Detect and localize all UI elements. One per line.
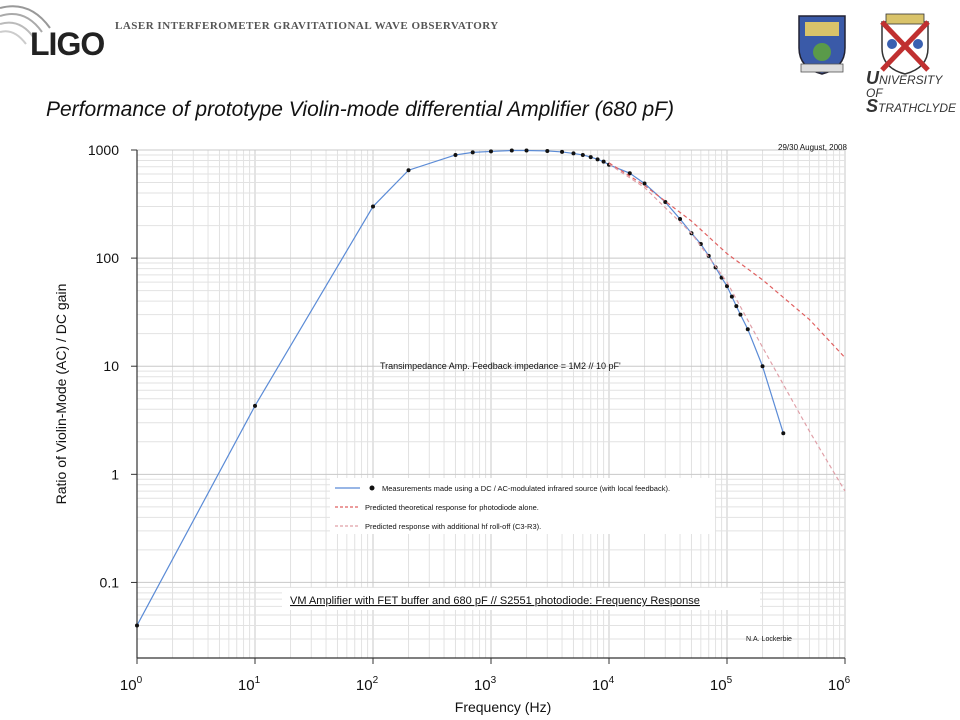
legend-box	[330, 478, 715, 534]
data-point	[725, 284, 729, 289]
ligo-logo-text: LIGO	[30, 26, 105, 62]
data-point	[524, 148, 529, 153]
data-point	[760, 364, 765, 369]
university-line-1: NIVERSITY OF	[866, 73, 943, 100]
data-point	[595, 157, 600, 162]
data-point	[545, 148, 550, 153]
legend-entry-2: Predicted theoretical response for photo…	[365, 503, 539, 512]
university-name: UNIVERSITY OF STRATHCLYDE	[866, 69, 960, 116]
axes: 100 101 102 103 104 105 106 0.1 1 10 100 1000 Freque…	[53, 142, 851, 715]
strathclyde-crest-icon	[880, 13, 930, 75]
x-axis-label: Frequency (Hz)	[455, 699, 551, 715]
series-line-1	[136, 149, 784, 626]
x-tick-label: 105	[710, 675, 733, 694]
data-point	[713, 265, 718, 270]
data-point	[663, 200, 668, 205]
university-initial-s: S	[866, 96, 879, 116]
annotations: 29/30 August, 2008 Transimpedance Amp. Fe…	[282, 143, 848, 643]
y-tick-label: 10	[103, 358, 119, 374]
feedback-annotation: Transimpedance Amp. Feedback impedance =…	[380, 361, 621, 371]
x-tick-label: 104	[592, 675, 615, 694]
author-annotation: N.A. Lockerbie	[746, 636, 792, 643]
data-point	[509, 148, 514, 153]
date-annotation: 29/30 August, 2008	[778, 143, 848, 152]
y-tick-label: 1000	[88, 142, 119, 158]
data-point	[406, 168, 411, 173]
page-title: Performance of prototype Violin-mode dif…	[46, 98, 674, 121]
description-annotation: VM Amplifier with FET buffer and 680 pF …	[290, 595, 700, 607]
data-point	[580, 152, 585, 157]
grid	[136, 149, 846, 659]
data-point	[678, 217, 683, 222]
data-point	[588, 155, 593, 160]
series-line-3	[608, 163, 846, 492]
y-tick-label: 0.1	[100, 574, 120, 590]
data-point	[453, 152, 458, 157]
data-point	[642, 181, 647, 186]
data-point	[135, 623, 139, 628]
x-tick-label: 101	[238, 675, 261, 694]
data-point	[781, 431, 786, 436]
series	[135, 148, 846, 628]
y-tick-label: 1	[111, 466, 119, 482]
legend-marker	[369, 485, 375, 491]
legend-entry-1: Measurements made using a DC / AC-modula…	[382, 484, 670, 493]
data-point	[253, 403, 257, 408]
data-point	[729, 294, 734, 299]
data-point	[560, 149, 565, 154]
description-box	[282, 588, 760, 610]
data-point	[745, 327, 750, 332]
x-tick-label: 106	[828, 675, 851, 694]
data-point	[601, 159, 606, 164]
data-point	[470, 150, 475, 155]
organization-name: LASER INTERFEROMETER GRAVITATIONAL WAVE …	[115, 20, 499, 32]
y-tick-label: 100	[96, 250, 120, 266]
data-point	[734, 304, 739, 309]
data-point	[738, 312, 743, 317]
x-tick-label: 103	[474, 675, 497, 694]
x-tick-label: 100	[120, 675, 143, 694]
ligo-logo	[0, 5, 51, 45]
university-line-2: TRATHCLYDE	[878, 101, 957, 115]
x-tick-label: 102	[356, 675, 379, 694]
legend: Measurements made using a DC / AC-modula…	[330, 478, 715, 534]
data-point	[489, 149, 493, 154]
university-initial-u: U	[866, 68, 879, 88]
data-point	[571, 151, 576, 156]
series-line-2	[608, 162, 846, 359]
data-point	[627, 171, 632, 176]
data-point	[371, 204, 375, 209]
glasgow-crest-icon	[798, 15, 846, 75]
y-axis-label: Ratio of Violin-Mode (AC) / DC gain	[53, 284, 69, 505]
legend-entry-3: Predicted response with additional hf ro…	[365, 522, 541, 531]
